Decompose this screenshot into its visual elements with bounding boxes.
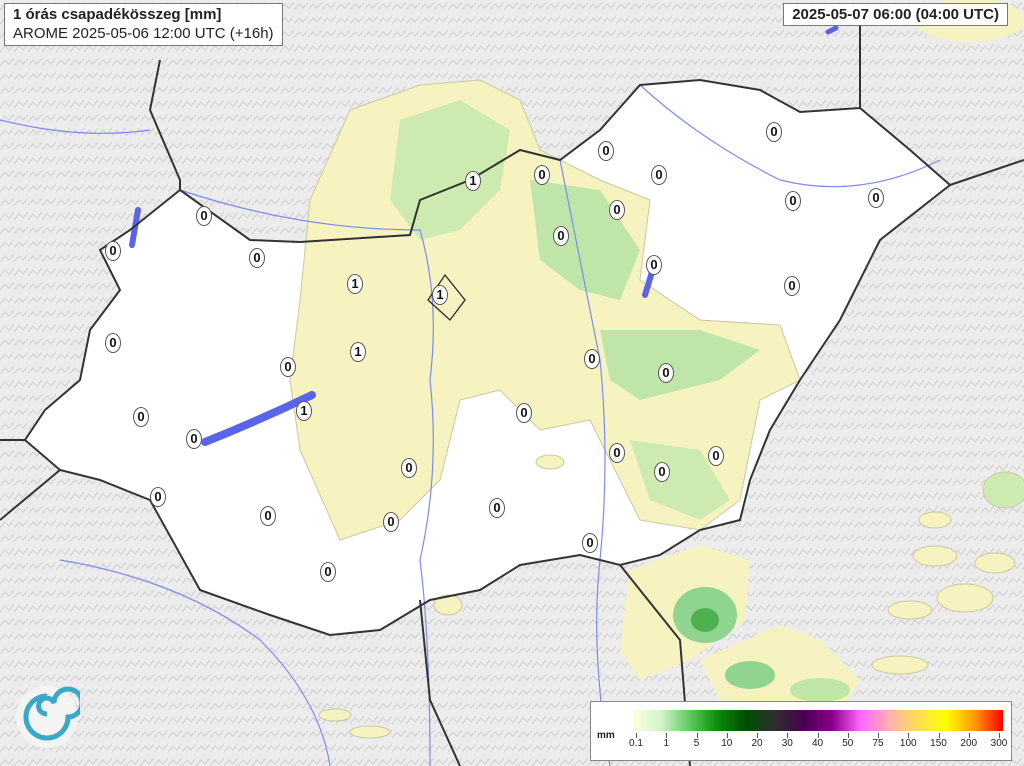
legend-tick-mark — [938, 733, 940, 738]
logo-icon — [16, 686, 80, 748]
model-run: AROME 2025-05-06 12:00 UTC (+16h) — [13, 25, 274, 42]
legend-tick-label: 50 — [842, 738, 854, 749]
station-value: 0 — [196, 206, 212, 226]
station-value: 0 — [658, 363, 674, 383]
station-value: 0 — [260, 506, 276, 526]
color-legend: mm 0.1 1 5 10 20 30 40 50 75 100 150 200 300 — [590, 701, 1012, 761]
legend-color-bar — [633, 710, 1003, 731]
legend-tick-mark — [908, 733, 910, 738]
station-value: 0 — [651, 165, 667, 185]
precipitation-areas — [289, 0, 1024, 739]
station-value: 0 — [766, 122, 782, 142]
legend-tick-label: 75 — [872, 738, 884, 749]
legend-tick-label: 200 — [960, 738, 978, 749]
legend-tick-mark — [847, 733, 849, 738]
legend-tick-label: 150 — [930, 738, 947, 749]
legend-tick-label: 100 — [899, 738, 917, 749]
legend-tick-mark — [696, 733, 698, 738]
legend-tick-mark — [817, 733, 819, 738]
station-value: 1 — [350, 342, 366, 362]
station-value: 0 — [609, 443, 625, 463]
station-value: 0 — [133, 407, 149, 427]
station-value: 0 — [708, 446, 724, 466]
station-value: 0 — [609, 200, 625, 220]
station-value: 0 — [646, 255, 662, 275]
legend-tick-label: 20 — [751, 738, 763, 749]
legend-tick-label: 30 — [781, 738, 793, 749]
legend-tick-label: 5 — [693, 738, 700, 749]
legend-tick-label: 300 — [990, 738, 1008, 749]
legend-tick-mark — [666, 733, 668, 738]
station-value: 0 — [320, 562, 336, 582]
legend-tick-label: 40 — [811, 738, 824, 749]
legend-tick-mark — [757, 733, 758, 738]
station-value: 0 — [654, 462, 670, 482]
station-value: 1 — [347, 274, 363, 294]
station-value: 0 — [598, 141, 614, 161]
station-value: 0 — [280, 357, 296, 377]
station-value: 0 — [186, 429, 202, 449]
legend-tick-label: 10 — [721, 738, 733, 749]
legend-tick-mark — [878, 733, 879, 738]
map-title: 1 órás csapadékösszeg [mm] — [13, 6, 222, 23]
valid-time: 2025-05-07 06:00 (04:00 UTC) — [783, 3, 1008, 26]
station-value: 0 — [553, 226, 569, 246]
legend-tick-mark — [636, 733, 637, 738]
station-value: 0 — [383, 512, 399, 532]
station-value: 1 — [432, 285, 448, 305]
station-value: 0 — [784, 276, 800, 296]
station-value: 0 — [249, 248, 265, 268]
station-value: 0 — [584, 349, 600, 369]
station-value: 0 — [401, 458, 417, 478]
rivers — [0, 84, 941, 766]
legend-tick-mark — [787, 733, 789, 738]
map-title-box: 1 órás csapadékösszeg [mm] AROME 2025-05… — [4, 3, 283, 46]
station-value: 0 — [868, 188, 884, 208]
station-value: 1 — [465, 171, 481, 191]
legend-tick-mark — [968, 733, 970, 738]
legend-tick-mark — [999, 733, 1000, 738]
legend-tick-mark — [726, 733, 728, 738]
station-value: 0 — [582, 533, 598, 553]
station-value: 1 — [296, 401, 312, 421]
station-value: 0 — [785, 191, 801, 211]
station-value: 0 — [105, 333, 121, 353]
station-value: 0 — [534, 165, 550, 185]
legend-tick-label: 0.1 — [629, 738, 643, 749]
station-value: 0 — [489, 498, 505, 518]
legend-unit: mm — [597, 730, 615, 741]
station-value: 0 — [150, 487, 166, 507]
station-value: 0 — [516, 403, 532, 423]
legend-tick-label: 1 — [663, 738, 670, 749]
station-value: 0 — [105, 241, 121, 261]
